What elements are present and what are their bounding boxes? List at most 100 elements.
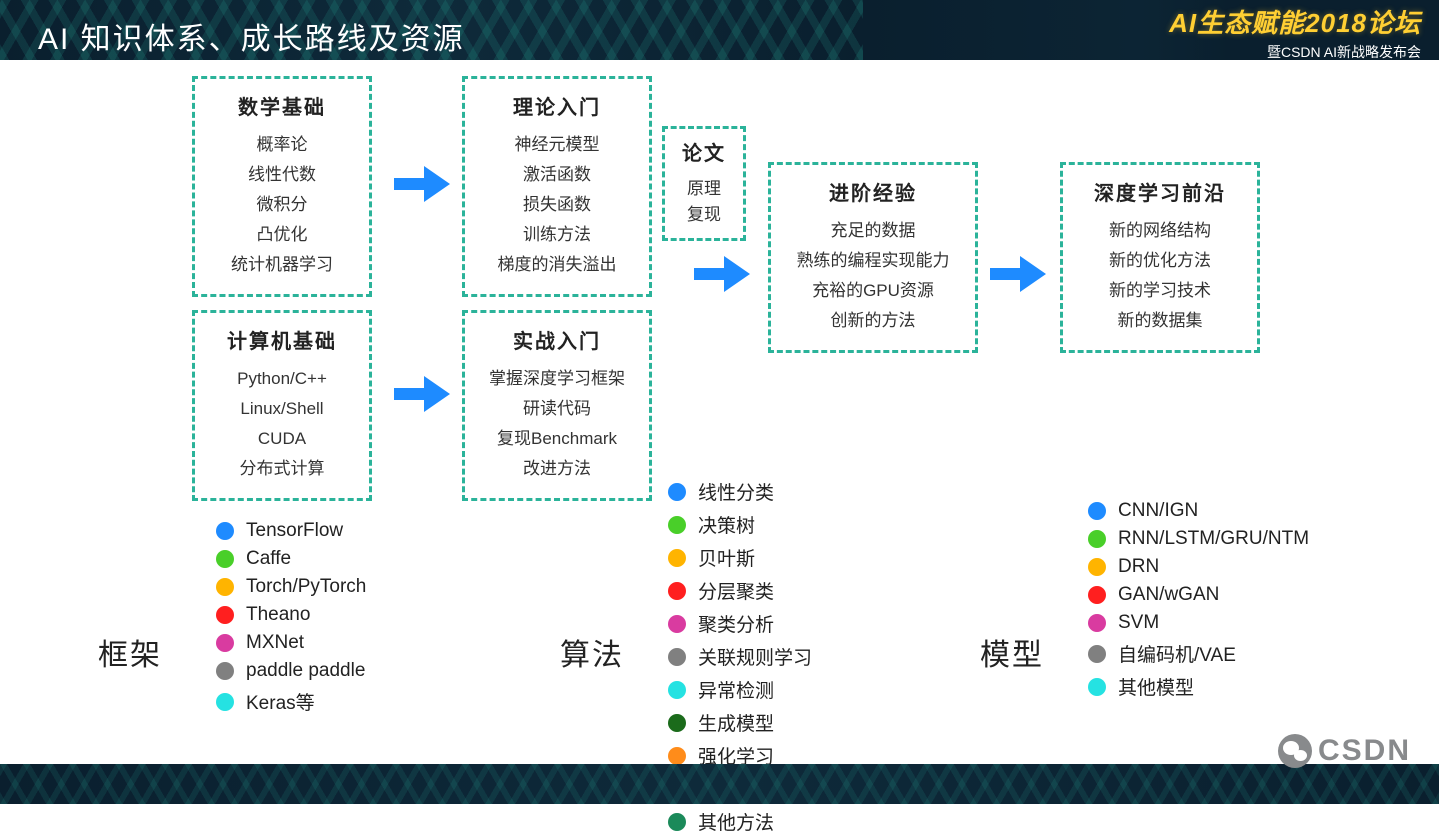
arrow-3 <box>988 250 1048 298</box>
legend-text: 决策树 <box>698 511 755 538</box>
legend-text: 贝叶斯 <box>698 544 755 571</box>
legend-text: 异常检测 <box>698 676 774 703</box>
box-item: 新的网络结构 <box>1081 216 1239 246</box>
box-item: 复现Benchmark <box>483 424 631 454</box>
box-item: 损失函数 <box>483 190 631 220</box>
legend-text: paddle paddle <box>246 660 365 682</box>
box-head: 数学基础 <box>213 91 351 120</box>
legend-dot <box>216 550 234 568</box>
legend-item: 生成模型 <box>668 709 812 736</box>
legend-item: 分层聚类 <box>668 577 812 604</box>
legend-dot <box>668 582 686 600</box>
box-item: 新的学习技术 <box>1081 276 1239 306</box>
box-item: 复现 <box>675 202 733 228</box>
box-item: 分布式计算 <box>213 454 351 484</box>
bottom-banner <box>0 764 1439 804</box>
legend-col-models: CNN/IGNRNN/LSTM/GRU/NTMDRNGAN/wGANSVM自编码… <box>1088 500 1309 700</box>
legend-item: MXNet <box>216 632 366 654</box>
legend-text: GAN/wGAN <box>1118 584 1219 606</box>
box-head: 理论入门 <box>483 91 631 120</box>
legend-item: SVM <box>1088 612 1309 634</box>
legend-text: TensorFlow <box>246 520 343 542</box>
box-item: 训练方法 <box>483 220 631 250</box>
box-paper: 论文原理复现 <box>662 126 746 241</box>
box-head: 进阶经验 <box>789 177 957 206</box>
legend-dot <box>1088 614 1106 632</box>
legend-text: MXNet <box>246 632 304 654</box>
box-item: 概率论 <box>213 130 351 160</box>
legend-dot <box>216 522 234 540</box>
csdn-watermark: CSDN <box>1278 734 1411 768</box>
legend-label-frameworks: 框架 <box>98 630 162 674</box>
legend-item: paddle paddle <box>216 660 366 682</box>
legend-dot <box>1088 586 1106 604</box>
box-cs: 计算机基础Python/C++Linux/ShellCUDA分布式计算 <box>192 310 372 501</box>
box-item: 研读代码 <box>483 394 631 424</box>
legend-item: Keras等 <box>216 688 366 715</box>
legend-dot <box>1088 530 1106 548</box>
legend-text: 其他方法 <box>698 808 774 835</box>
legend-dot <box>1088 558 1106 576</box>
legend-dot <box>668 648 686 666</box>
watermark-text: CSDN <box>1318 734 1411 768</box>
legend-item: 线性分类 <box>668 478 812 505</box>
diagram-stage: 数学基础概率论线性代数微积分凸优化统计机器学习计算机基础Python/C++Li… <box>0 70 1439 770</box>
wechat-icon <box>1278 734 1312 768</box>
legend-text: 生成模型 <box>698 709 774 736</box>
legend-item: TensorFlow <box>216 520 366 542</box>
arrow-1 <box>392 370 452 418</box>
legend-dot <box>668 714 686 732</box>
box-math: 数学基础概率论线性代数微积分凸优化统计机器学习 <box>192 76 372 297</box>
box-item: 充裕的GPU资源 <box>789 276 957 306</box>
legend-item: CNN/IGN <box>1088 500 1309 522</box>
brand-box: AI生态赋能2018论坛 暨CSDN AI新战略发布会 <box>1139 0 1439 60</box>
legend-item: 其他模型 <box>1088 673 1309 700</box>
box-item: Python/C++ <box>213 364 351 394</box>
box-item: 原理 <box>675 176 733 202</box>
box-head: 计算机基础 <box>213 325 351 354</box>
legend-text: 聚类分析 <box>698 610 774 637</box>
box-item: 熟练的编程实现能力 <box>789 246 957 276</box>
legend-text: DRN <box>1118 556 1159 578</box>
legend-dot <box>216 606 234 624</box>
legend-item: 决策树 <box>668 511 812 538</box>
legend-dot <box>1088 678 1106 696</box>
brand-title: AI生态赋能2018论坛 <box>1169 3 1421 40</box>
legend-label-models: 模型 <box>980 630 1044 674</box>
legend-text: 分层聚类 <box>698 577 774 604</box>
legend-text: Keras等 <box>246 688 315 715</box>
legend-dot <box>668 615 686 633</box>
box-head: 实战入门 <box>483 325 631 354</box>
legend-dot <box>216 578 234 596</box>
legend-dot <box>216 662 234 680</box>
legend-item: 其他方法 <box>668 808 812 835</box>
box-advanced: 进阶经验充足的数据熟练的编程实现能力充裕的GPU资源创新的方法 <box>768 162 978 353</box>
legend-dot <box>668 681 686 699</box>
box-item: 凸优化 <box>213 220 351 250</box>
legend-dot <box>668 747 686 765</box>
legend-dot <box>216 634 234 652</box>
legend-text: SVM <box>1118 612 1159 634</box>
box-item: 线性代数 <box>213 160 351 190</box>
box-item: 新的数据集 <box>1081 306 1239 336</box>
legend-col-frameworks: TensorFlowCaffeTorch/PyTorchTheanoMXNetp… <box>216 520 366 715</box>
legend-dot <box>668 549 686 567</box>
box-item: 充足的数据 <box>789 216 957 246</box>
legend-item: 异常检测 <box>668 676 812 703</box>
legend-item: Torch/PyTorch <box>216 576 366 598</box>
box-item: 激活函数 <box>483 160 631 190</box>
legend-item: 关联规则学习 <box>668 643 812 670</box>
page-title: AI 知识体系、成长路线及资源 <box>38 14 465 58</box>
legend-text: Caffe <box>246 548 291 570</box>
legend-item: 贝叶斯 <box>668 544 812 571</box>
box-item: 创新的方法 <box>789 306 957 336</box>
arrow-0 <box>392 160 452 208</box>
box-practice: 实战入门掌握深度学习框架研读代码复现Benchmark改进方法 <box>462 310 652 501</box>
box-item: 掌握深度学习框架 <box>483 364 631 394</box>
box-item: 梯度的消失溢出 <box>483 250 631 280</box>
legend-dot <box>668 813 686 831</box>
legend-text: 自编码机/VAE <box>1118 640 1236 667</box>
box-item: CUDA <box>213 424 351 454</box>
legend-text: 关联规则学习 <box>698 643 812 670</box>
box-theory: 理论入门神经元模型激活函数损失函数训练方法梯度的消失溢出 <box>462 76 652 297</box>
